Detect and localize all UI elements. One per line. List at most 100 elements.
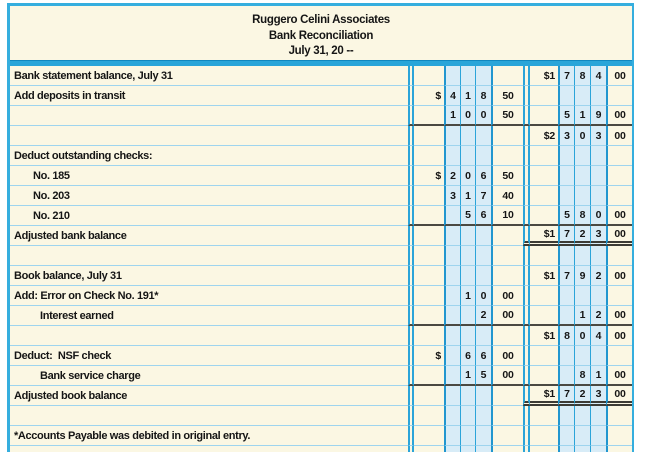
- column-group-separator: [523, 66, 530, 86]
- right-amount-cell: [606, 146, 632, 166]
- right-amount-cell: 8: [574, 366, 590, 386]
- column-group-separator: [408, 406, 414, 426]
- column-group-separator: [523, 346, 530, 366]
- column-group-separator: [408, 246, 414, 266]
- column-group-separator: [523, 286, 530, 306]
- table-row: $1 8 0 4 00: [10, 326, 632, 346]
- right-amount-cell: [558, 366, 574, 386]
- right-amount-cell: 00: [606, 326, 632, 346]
- right-amount-cell: [530, 406, 558, 426]
- right-amount-cell: 0: [574, 126, 590, 146]
- right-amount-cell: [606, 186, 632, 206]
- middle-amount-cell: [460, 406, 475, 426]
- right-amount-cell: 2: [590, 266, 606, 286]
- column-group-separator: [408, 226, 414, 246]
- right-amount-cell: [574, 286, 590, 306]
- middle-amount-cell: 00: [491, 286, 523, 306]
- right-amount-cell: [530, 446, 558, 452]
- right-amount-cell: 00: [606, 366, 632, 386]
- middle-amount-cell: [414, 266, 444, 286]
- right-amount-cell: 0: [590, 206, 606, 226]
- middle-amount-cell: 3: [444, 186, 460, 206]
- reconciliation-table: Bank statement balance, July 31 $1 7 8 4 00 Ad…: [10, 66, 632, 452]
- table-row: [10, 446, 632, 452]
- middle-amount-cell: [444, 366, 460, 386]
- table-row: No. 203 3 1 7 40: [10, 186, 632, 206]
- middle-amount-cell: [475, 426, 491, 446]
- column-group-separator: [408, 446, 414, 452]
- middle-amount-cell: [460, 326, 475, 346]
- right-amount-cell: [530, 86, 558, 106]
- middle-amount-cell: [414, 126, 444, 146]
- middle-amount-cell: 1: [444, 106, 460, 126]
- middle-amount-cell: 2: [444, 166, 460, 186]
- column-group-separator: [408, 146, 414, 166]
- middle-amount-cell: [475, 326, 491, 346]
- middle-amount-cell: [475, 386, 491, 406]
- row-description: Adjusted bank balance: [10, 226, 408, 246]
- right-amount-cell: 4: [590, 326, 606, 346]
- column-group-separator: [408, 426, 414, 446]
- middle-amount-cell: [460, 226, 475, 246]
- column-group-separator: [408, 86, 414, 106]
- middle-amount-cell: [444, 246, 460, 266]
- right-amount-cell: 00: [606, 126, 632, 146]
- right-amount-cell: [590, 146, 606, 166]
- middle-amount-cell: [414, 106, 444, 126]
- right-amount-cell: 00: [606, 386, 632, 406]
- right-amount-cell: 00: [606, 206, 632, 226]
- right-amount-cell: 00: [606, 226, 632, 246]
- middle-amount-cell: 6: [475, 346, 491, 366]
- column-group-separator: [523, 166, 530, 186]
- column-group-separator: [523, 406, 530, 426]
- right-amount-cell: [558, 446, 574, 452]
- right-amount-cell: [590, 426, 606, 446]
- middle-amount-cell: 4: [444, 86, 460, 106]
- company-name: Ruggero Celini Associates: [252, 14, 390, 26]
- middle-amount-cell: 0: [475, 286, 491, 306]
- right-amount-cell: 3: [590, 226, 606, 246]
- right-amount-cell: 7: [558, 386, 574, 406]
- column-group-separator: [408, 206, 414, 226]
- table-row: *Accounts Payable was debited in origina…: [10, 426, 632, 446]
- middle-amount-cell: 8: [475, 86, 491, 106]
- right-amount-cell: 5: [558, 206, 574, 226]
- middle-amount-cell: [491, 446, 523, 452]
- row-description: Deduct outstanding checks:: [10, 146, 408, 166]
- middle-amount-cell: [491, 426, 523, 446]
- column-group-separator: [523, 326, 530, 346]
- row-description: Add deposits in transit: [10, 86, 408, 106]
- middle-amount-cell: [414, 186, 444, 206]
- right-amount-cell: 8: [574, 66, 590, 86]
- column-group-separator: [408, 266, 414, 286]
- right-amount-cell: [574, 446, 590, 452]
- right-amount-cell: [530, 186, 558, 206]
- right-amount-cell: 3: [590, 126, 606, 146]
- row-description: No. 210: [10, 206, 408, 226]
- right-amount-cell: 00: [606, 266, 632, 286]
- middle-amount-cell: 7: [475, 186, 491, 206]
- right-amount-cell: [530, 346, 558, 366]
- middle-amount-cell: [414, 146, 444, 166]
- column-group-separator: [408, 286, 414, 306]
- middle-amount-cell: [444, 346, 460, 366]
- right-amount-cell: [606, 426, 632, 446]
- row-description: Add: Error on Check No. 191*: [10, 286, 408, 306]
- right-amount-cell: [574, 246, 590, 266]
- middle-amount-cell: [444, 426, 460, 446]
- middle-amount-cell: [460, 446, 475, 452]
- middle-amount-cell: [414, 246, 444, 266]
- row-description: [10, 446, 408, 452]
- right-amount-cell: [558, 166, 574, 186]
- right-amount-cell: [558, 246, 574, 266]
- right-amount-cell: [530, 106, 558, 126]
- table-row: Book balance, July 31 $1 7 9 2 00: [10, 266, 632, 286]
- right-amount-cell: 1: [590, 366, 606, 386]
- middle-amount-cell: [491, 66, 523, 86]
- right-amount-cell: [558, 146, 574, 166]
- middle-amount-cell: [444, 306, 460, 326]
- middle-amount-cell: [491, 226, 523, 246]
- column-group-separator: [523, 446, 530, 452]
- right-amount-cell: 5: [558, 106, 574, 126]
